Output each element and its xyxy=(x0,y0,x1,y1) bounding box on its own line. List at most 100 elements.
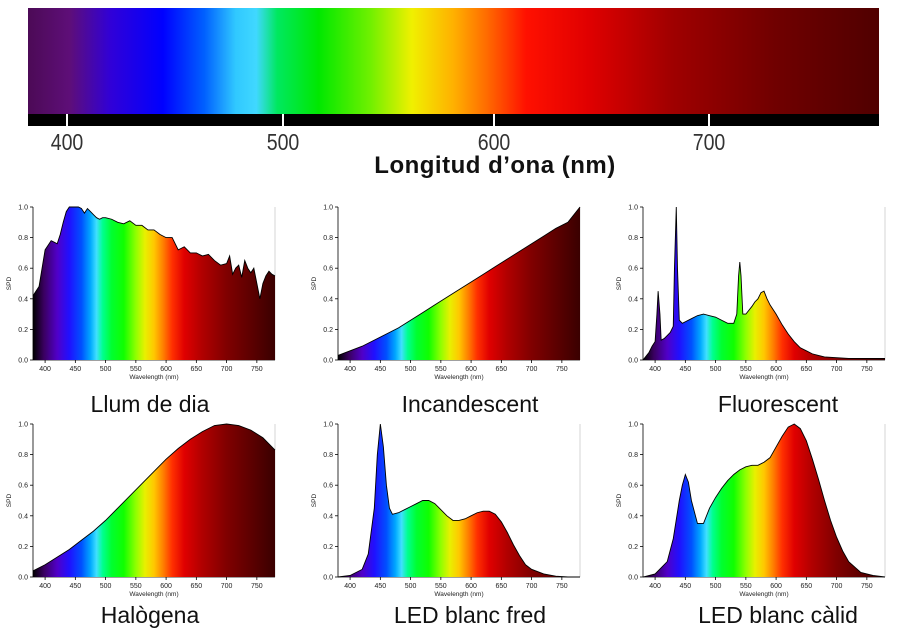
spd-data-point xyxy=(670,332,671,333)
spd-data-point xyxy=(383,446,384,447)
x-tick-label: 400 xyxy=(649,583,661,590)
spd-data-point xyxy=(434,503,435,504)
y-axis-title: SPD xyxy=(311,494,318,508)
spd-data-point xyxy=(166,237,167,238)
spd-data-point xyxy=(184,246,185,247)
spd-data-point xyxy=(766,298,767,299)
y-tick-label: 0.2 xyxy=(323,544,333,551)
spd-data-point xyxy=(464,518,465,519)
spd-data-point xyxy=(471,281,472,282)
x-tick-label: 500 xyxy=(710,583,722,590)
spd-data-point xyxy=(567,576,568,577)
y-tick-label: 0.0 xyxy=(323,575,333,582)
y-tick-label: 0.2 xyxy=(18,327,28,334)
spd-chart-svg: 0.0 0.2 0.4 0.6 0.8 1.0 400 450 500 550 600 650 700 7… xyxy=(311,422,581,598)
x-tick-label: 700 xyxy=(221,366,233,373)
spd-data-point xyxy=(757,465,758,466)
spd-data-point xyxy=(691,500,692,501)
spd-data-point xyxy=(87,208,88,209)
x-axis-title: Wavelength (nm) xyxy=(434,374,483,381)
spd-data-point xyxy=(667,335,668,336)
spd-data-point xyxy=(531,243,532,244)
x-tick-label: 450 xyxy=(680,366,692,373)
spd-data-point xyxy=(72,206,73,207)
spd-data-point xyxy=(842,550,843,551)
spd-data-point xyxy=(153,471,154,472)
spd-data-point xyxy=(374,340,375,341)
spd-curve xyxy=(32,423,276,572)
spd-data-point xyxy=(32,570,33,571)
spd-data-point xyxy=(830,520,831,521)
spd-data-point xyxy=(651,346,652,347)
spd-data-point xyxy=(404,509,405,510)
spd-data-point xyxy=(721,320,722,321)
spd-data-point xyxy=(788,426,789,427)
spd-data-point xyxy=(782,324,783,325)
spd-data-point xyxy=(507,532,508,533)
x-tick-label: 700 xyxy=(831,583,843,590)
chart-caption: Halògena xyxy=(100,602,200,628)
y-tick-label: 0.6 xyxy=(323,483,333,490)
spd-data-point xyxy=(800,428,801,429)
x-tick-label: 600 xyxy=(770,583,782,590)
spd-data-point xyxy=(190,439,191,440)
spd-data-point xyxy=(495,266,496,267)
spd-data-point xyxy=(214,425,215,426)
spd-curve xyxy=(337,206,581,356)
spd-data-point xyxy=(256,283,257,284)
spd-data-point xyxy=(794,423,795,424)
spd-data-point xyxy=(812,353,813,354)
spd-data-point xyxy=(196,252,197,253)
spd-data-point xyxy=(760,292,761,293)
spd-data-point xyxy=(129,495,130,496)
y-tick-label: 1.0 xyxy=(18,205,28,212)
spd-data-point xyxy=(507,258,508,259)
spd-data-point xyxy=(141,225,142,226)
spd-data-point xyxy=(337,355,338,356)
x-tick-label: 600 xyxy=(160,583,172,590)
spd-data-point xyxy=(685,474,686,475)
x-tick-label: 700 xyxy=(221,583,233,590)
x-tick-label: 450 xyxy=(375,583,387,590)
spd-data-point xyxy=(872,575,873,576)
x-tick-label: 500 xyxy=(710,366,722,373)
spd-data-point xyxy=(147,229,148,230)
spd-data-point xyxy=(45,564,46,565)
spd-data-point xyxy=(96,217,97,218)
spd-data-point xyxy=(129,220,130,221)
spd-data-point xyxy=(166,459,167,460)
spd-data-point xyxy=(262,283,263,284)
y-axis-title: SPD xyxy=(6,277,13,291)
spd-data-point xyxy=(380,423,381,424)
spd-data-point xyxy=(250,430,251,431)
y-tick-label: 0.4 xyxy=(18,513,28,520)
spd-data-point xyxy=(709,508,710,509)
spectrum-tick-label: 500 xyxy=(266,129,300,155)
spd-data-point xyxy=(738,275,739,276)
x-tick-label: 600 xyxy=(160,366,172,373)
spd-data-point xyxy=(673,538,674,539)
spd-data-point xyxy=(265,275,266,276)
spd-data-point xyxy=(416,503,417,504)
spd-data-point xyxy=(202,431,203,432)
spd-data-point xyxy=(268,271,269,272)
spectrum-tick-mark xyxy=(282,114,284,128)
x-tick-label: 600 xyxy=(465,366,477,373)
spd-data-point xyxy=(93,214,94,215)
spd-data-point xyxy=(350,350,351,351)
spd-data-point xyxy=(824,500,825,501)
y-tick-label: 0.2 xyxy=(628,544,638,551)
spd-data-point xyxy=(250,272,251,273)
spd-data-point xyxy=(555,576,556,577)
spd-data-point xyxy=(244,260,245,261)
y-tick-label: 0.4 xyxy=(323,296,333,303)
spd-data-point xyxy=(54,242,55,243)
x-tick-label: 400 xyxy=(344,583,356,590)
spectrum-tick-mark xyxy=(493,114,495,128)
chart-caption: LED blanc fred xyxy=(393,602,547,628)
spd-data-point xyxy=(75,206,76,207)
x-axis-title: Wavelength (nm) xyxy=(739,374,788,381)
x-tick-label: 450 xyxy=(70,366,82,373)
spd-data-point xyxy=(483,274,484,275)
spd-curve xyxy=(337,423,580,578)
